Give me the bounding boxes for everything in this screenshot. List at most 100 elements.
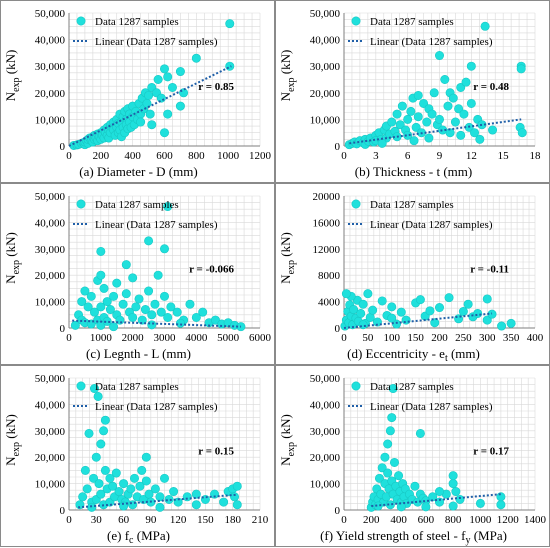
gridlines bbox=[343, 195, 536, 329]
y-axis-title-subscript: exp bbox=[286, 260, 297, 274]
legend-label-linear: Linear (Data 1287 samples) bbox=[95, 401, 218, 413]
x-tick-label: 30 bbox=[91, 514, 103, 526]
data-point bbox=[142, 98, 152, 108]
y-tick-label: 0 bbox=[60, 141, 66, 153]
y-tick-label: 20,000 bbox=[35, 452, 66, 464]
data-point bbox=[160, 64, 170, 74]
x-tick-label: 180 bbox=[224, 514, 241, 526]
panel-label-main: (d) Eccentricity - e bbox=[347, 346, 445, 361]
data-point bbox=[118, 299, 128, 309]
x-tick-label: 200 bbox=[431, 332, 448, 344]
data-point bbox=[435, 487, 445, 497]
data-point bbox=[415, 295, 425, 305]
data-point bbox=[155, 492, 165, 502]
chart-svg: 0 30 60 90 120 150 180 210 0 10,000 20,000 30,000 40… bbox=[3, 373, 269, 546]
data-point bbox=[385, 426, 395, 436]
data-point bbox=[383, 439, 393, 449]
x-tick-label: 2000 bbox=[122, 332, 145, 344]
data-point bbox=[419, 98, 429, 108]
data-point bbox=[397, 101, 407, 111]
data-point bbox=[396, 502, 406, 512]
x-tick-label: 1000 bbox=[217, 150, 240, 162]
data-points bbox=[70, 202, 246, 332]
data-point bbox=[77, 297, 87, 307]
data-points bbox=[340, 289, 516, 331]
data-point bbox=[496, 492, 506, 502]
data-point bbox=[167, 82, 177, 92]
data-point bbox=[480, 21, 490, 31]
data-point bbox=[96, 489, 106, 499]
data-point bbox=[185, 299, 195, 309]
data-point bbox=[147, 120, 157, 130]
y-axis-title-subscript: exp bbox=[11, 77, 22, 91]
data-point bbox=[109, 291, 119, 301]
data-point bbox=[137, 465, 147, 475]
data-point bbox=[80, 286, 90, 296]
data-point bbox=[387, 313, 397, 323]
data-point bbox=[144, 90, 154, 100]
data-point bbox=[160, 128, 170, 138]
legend-marker-data bbox=[76, 381, 86, 391]
data-points bbox=[366, 384, 506, 512]
y-tick-label: 8000 bbox=[318, 270, 341, 282]
y-tick-label: 10,000 bbox=[35, 297, 66, 309]
data-point bbox=[153, 75, 163, 85]
data-point bbox=[394, 471, 404, 481]
data-point bbox=[435, 497, 445, 507]
x-tick-label: 90 bbox=[145, 514, 157, 526]
chart-svg: 0 3 6 9 12 15 18 0 10,000 20,000 30,000 40,000 50,00… bbox=[278, 8, 541, 179]
data-point bbox=[96, 246, 106, 256]
panel-label: (f) Yield strength of steel - fy (MPa) bbox=[320, 528, 507, 546]
y-axis-title: Nexp (kN) bbox=[278, 414, 297, 466]
data-point bbox=[448, 479, 458, 489]
data-point bbox=[147, 320, 157, 330]
y-axis-title: Nexp (kN) bbox=[278, 50, 297, 102]
data-point bbox=[225, 61, 235, 71]
x-tick-label: 1000 bbox=[469, 514, 492, 526]
data-point bbox=[488, 125, 498, 135]
panel-label-main: (a) Diameter - D (mm) bbox=[79, 164, 197, 179]
correlation-label: r = -0.11 bbox=[470, 264, 509, 276]
data-point bbox=[459, 109, 469, 119]
panel-label-main: (f) Yield strength of steel - f bbox=[320, 528, 466, 543]
data-point bbox=[131, 302, 141, 312]
x-tick-label: 50 bbox=[362, 332, 374, 344]
data-point bbox=[160, 473, 170, 483]
legend-marker-data bbox=[76, 199, 86, 209]
legend-label-data: Data 1287 samples bbox=[370, 381, 454, 393]
x-tick-label: 800 bbox=[445, 514, 462, 526]
data-point bbox=[411, 122, 421, 132]
y-tick-label: 4000 bbox=[318, 297, 341, 309]
y-tick-label: 50,000 bbox=[35, 8, 66, 20]
x-tick-label: 6 bbox=[405, 150, 411, 162]
data-point bbox=[430, 318, 440, 328]
correlation-label: r = 0.85 bbox=[198, 81, 234, 93]
data-point bbox=[496, 500, 506, 510]
data-point bbox=[435, 51, 445, 61]
data-point bbox=[191, 53, 201, 63]
y-tick-label: 40,000 bbox=[35, 399, 66, 411]
data-point bbox=[470, 128, 480, 138]
data-point bbox=[82, 484, 92, 494]
data-point bbox=[163, 312, 173, 322]
data-point bbox=[137, 315, 147, 325]
data-point bbox=[144, 236, 154, 246]
y-tick-label: 0 bbox=[60, 505, 66, 517]
y-tick-label: 30,000 bbox=[35, 61, 66, 73]
data-point bbox=[135, 481, 145, 491]
data-point bbox=[410, 481, 420, 491]
y-axis-title: Nexp (kN) bbox=[3, 50, 22, 102]
legend-label-linear: Linear (Data 1287 samples) bbox=[370, 401, 493, 413]
data-point bbox=[448, 471, 458, 481]
data-point bbox=[156, 307, 166, 317]
data-point bbox=[191, 312, 201, 322]
data-point bbox=[147, 310, 157, 320]
data-point bbox=[75, 500, 85, 510]
data-point bbox=[112, 278, 122, 288]
data-point bbox=[440, 75, 450, 85]
data-point bbox=[100, 465, 110, 475]
data-point bbox=[374, 473, 384, 483]
correlation-label: r = 0.48 bbox=[473, 81, 509, 93]
x-tick-label: 12 bbox=[466, 150, 477, 162]
data-point bbox=[377, 138, 387, 148]
